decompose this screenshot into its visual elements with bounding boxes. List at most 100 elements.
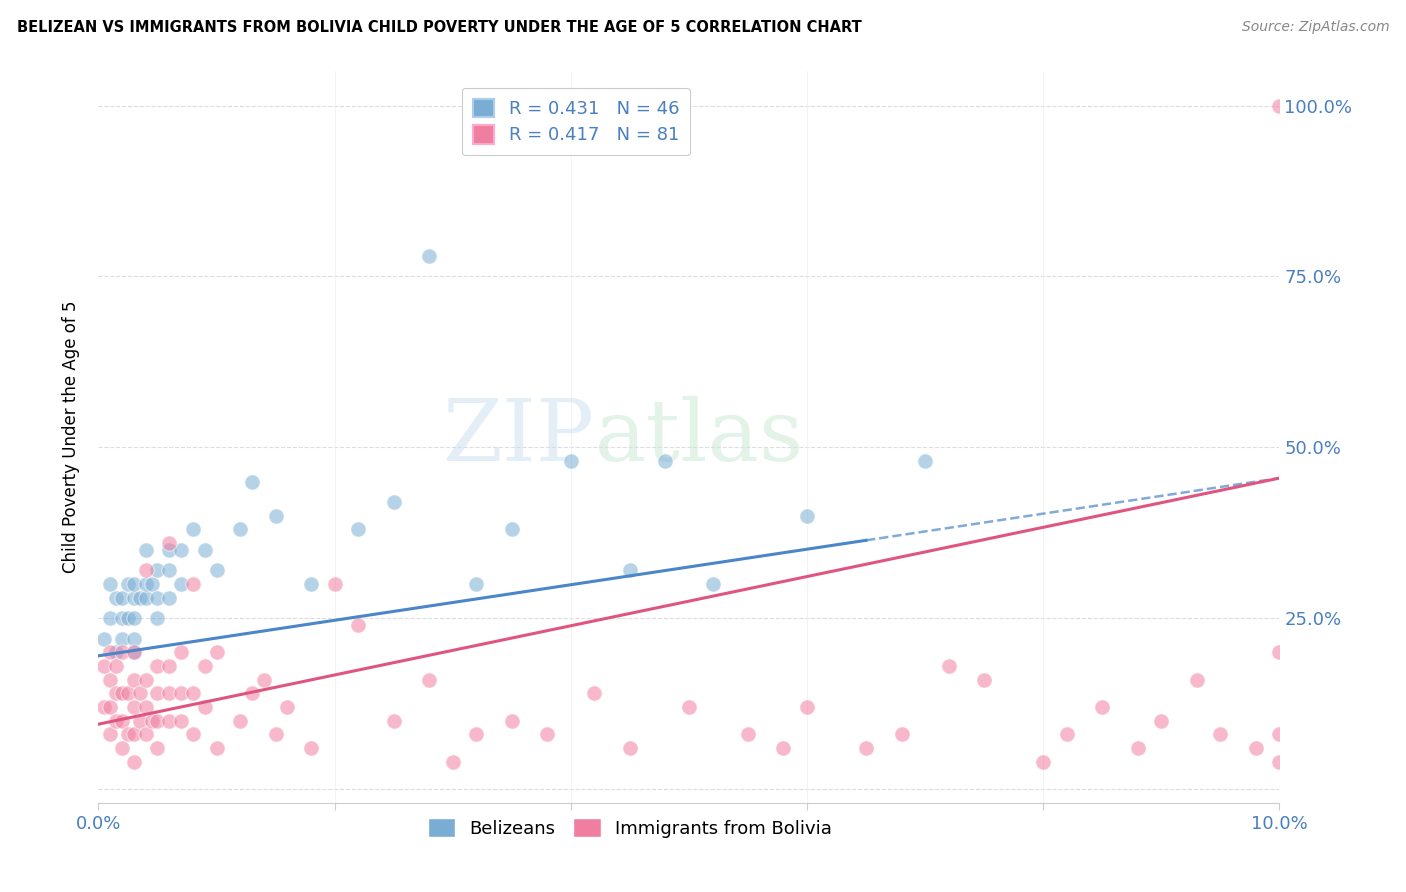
- Point: [98, 611, 121, 625]
- Point: [111, 686, 134, 700]
- Point: [890, 727, 912, 741]
- Point: [122, 700, 145, 714]
- Point: [181, 686, 204, 700]
- Point: [93, 632, 115, 646]
- Point: [418, 249, 440, 263]
- Point: [111, 611, 134, 625]
- Point: [157, 536, 180, 550]
- Point: [122, 591, 145, 605]
- Point: [914, 454, 936, 468]
- Point: [105, 659, 128, 673]
- Point: [122, 755, 145, 769]
- Point: [93, 700, 115, 714]
- Point: [135, 591, 157, 605]
- Point: [117, 727, 139, 741]
- Point: [205, 563, 228, 577]
- Point: [583, 686, 606, 700]
- Point: [146, 591, 169, 605]
- Point: [1268, 98, 1291, 112]
- Point: [128, 714, 150, 728]
- Point: [146, 563, 169, 577]
- Point: [1209, 727, 1232, 741]
- Point: [157, 659, 180, 673]
- Point: [117, 686, 139, 700]
- Point: [276, 700, 298, 714]
- Point: [181, 577, 204, 591]
- Point: [93, 659, 115, 673]
- Point: [299, 577, 322, 591]
- Point: [536, 727, 558, 741]
- Point: [122, 727, 145, 741]
- Point: [181, 522, 204, 536]
- Point: [737, 727, 759, 741]
- Point: [117, 611, 139, 625]
- Point: [264, 727, 287, 741]
- Point: [194, 542, 217, 557]
- Point: [170, 714, 193, 728]
- Text: atlas: atlas: [595, 395, 804, 479]
- Point: [194, 700, 217, 714]
- Point: [135, 700, 157, 714]
- Point: [146, 611, 169, 625]
- Point: [111, 714, 134, 728]
- Point: [157, 714, 180, 728]
- Point: [619, 563, 641, 577]
- Point: [1268, 755, 1291, 769]
- Point: [678, 700, 700, 714]
- Text: ZIP: ZIP: [443, 395, 595, 479]
- Point: [1150, 714, 1173, 728]
- Point: [418, 673, 440, 687]
- Point: [465, 577, 488, 591]
- Point: [938, 659, 960, 673]
- Point: [122, 673, 145, 687]
- Point: [98, 645, 121, 659]
- Point: [441, 755, 464, 769]
- Point: [796, 700, 818, 714]
- Point: [347, 522, 370, 536]
- Point: [122, 577, 145, 591]
- Point: [702, 577, 724, 591]
- Point: [135, 577, 157, 591]
- Point: [253, 673, 276, 687]
- Point: [1032, 755, 1054, 769]
- Point: [382, 714, 405, 728]
- Point: [111, 632, 134, 646]
- Point: [229, 522, 252, 536]
- Point: [1056, 727, 1078, 741]
- Point: [98, 577, 121, 591]
- Point: [654, 454, 676, 468]
- Point: [122, 645, 145, 659]
- Point: [1268, 645, 1291, 659]
- Point: [98, 673, 121, 687]
- Point: [111, 741, 134, 756]
- Point: [157, 563, 180, 577]
- Text: BELIZEAN VS IMMIGRANTS FROM BOLIVIA CHILD POVERTY UNDER THE AGE OF 5 CORRELATION: BELIZEAN VS IMMIGRANTS FROM BOLIVIA CHIL…: [17, 20, 862, 35]
- Point: [560, 454, 582, 468]
- Y-axis label: Child Poverty Under the Age of 5: Child Poverty Under the Age of 5: [62, 301, 80, 574]
- Point: [128, 591, 150, 605]
- Point: [299, 741, 322, 756]
- Point: [194, 659, 217, 673]
- Point: [973, 673, 995, 687]
- Point: [105, 686, 128, 700]
- Point: [240, 475, 263, 489]
- Point: [146, 659, 169, 673]
- Point: [128, 686, 150, 700]
- Point: [240, 686, 263, 700]
- Point: [205, 645, 228, 659]
- Point: [855, 741, 877, 756]
- Point: [205, 741, 228, 756]
- Point: [170, 686, 193, 700]
- Point: [105, 714, 128, 728]
- Point: [347, 618, 370, 632]
- Text: Source: ZipAtlas.com: Source: ZipAtlas.com: [1241, 20, 1389, 34]
- Point: [382, 495, 405, 509]
- Point: [122, 632, 145, 646]
- Point: [105, 591, 128, 605]
- Point: [135, 673, 157, 687]
- Point: [1185, 673, 1208, 687]
- Point: [181, 727, 204, 741]
- Point: [122, 645, 145, 659]
- Point: [98, 700, 121, 714]
- Point: [135, 727, 157, 741]
